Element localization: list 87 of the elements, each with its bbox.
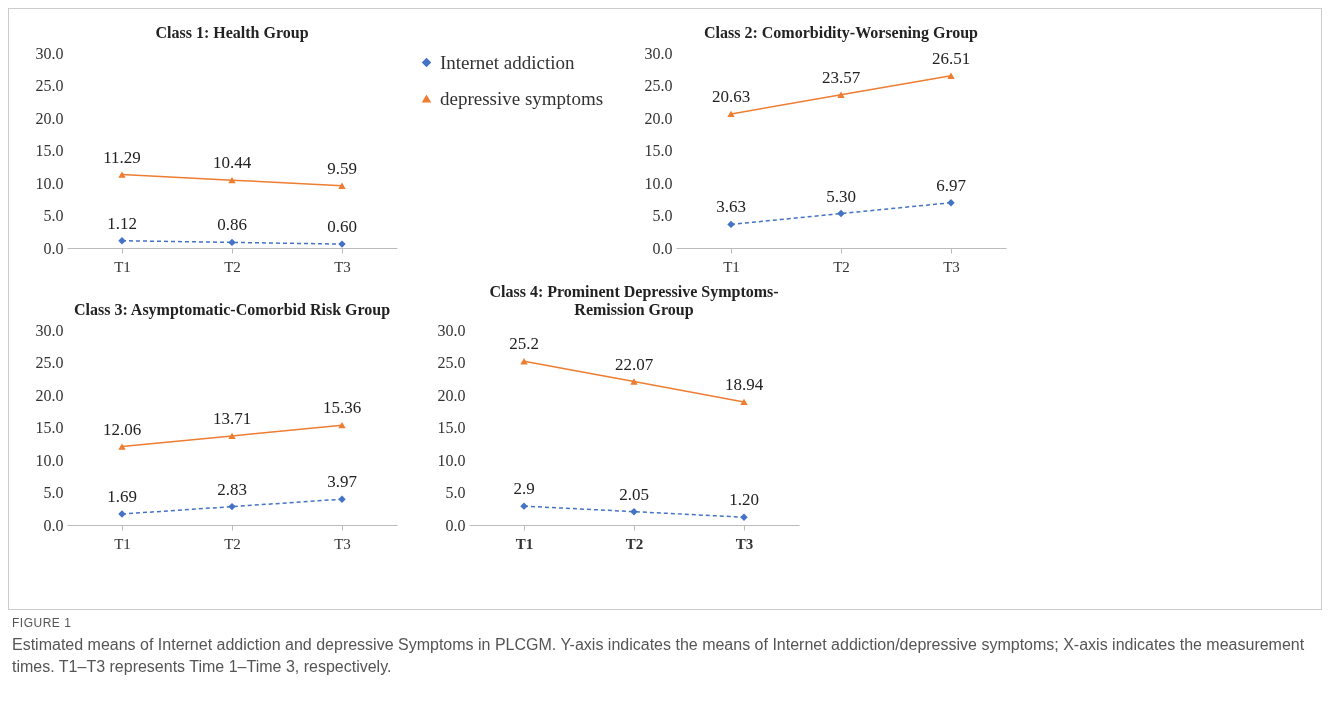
- x-tick-label: T1: [723, 258, 740, 275]
- y-tick-label: 15.0: [644, 142, 673, 159]
- y-tick-label: 30.0: [35, 44, 64, 62]
- x-tick-label: T3: [735, 535, 754, 552]
- data-label: 2.83: [217, 479, 247, 499]
- x-tick-label: T2: [224, 258, 241, 275]
- y-tick-label: 5.0: [652, 207, 673, 224]
- point: [630, 378, 638, 385]
- data-label: 0.60: [327, 217, 357, 237]
- chart-title: Class 1: Health Group: [155, 24, 309, 42]
- x-tick-label: T2: [224, 535, 241, 552]
- data-label: 2.05: [619, 484, 649, 504]
- y-tick-label: 10.0: [35, 451, 64, 469]
- y-tick-label: 5.0: [43, 484, 64, 501]
- data-label: 11.29: [103, 147, 141, 167]
- point: [837, 209, 845, 218]
- data-label: 1.20: [729, 490, 759, 510]
- y-tick-label: 20.0: [644, 109, 673, 127]
- point: [740, 398, 748, 406]
- x-tick-label: T1: [114, 258, 131, 275]
- x-tick-label: T3: [334, 258, 351, 275]
- y-tick-label: 10.0: [437, 451, 466, 469]
- point: [727, 110, 735, 118]
- chart-title: Class 4: Prominent Depressive Symptoms-Remission Group: [489, 283, 779, 319]
- chart-title: Class 2: Comorbidity-Worsening Group: [704, 24, 979, 42]
- point: [947, 72, 955, 79]
- caption: FIGURE 1: [12, 616, 73, 630]
- y-tick-label: 10.0: [644, 174, 673, 192]
- point: [630, 507, 638, 516]
- legend-label: depressive symptoms: [440, 87, 604, 109]
- point: [947, 198, 955, 207]
- point: [837, 91, 845, 99]
- data-label: 12.06: [102, 419, 142, 439]
- y-tick-label: 5.0: [445, 484, 466, 501]
- data-label: 22.07: [614, 354, 654, 374]
- data-label: 6.97: [936, 175, 967, 195]
- x-tick-label: T2: [833, 258, 850, 275]
- data-label: 26.51: [931, 48, 971, 68]
- data-label: 2.9: [513, 479, 535, 499]
- y-tick-label: 15.0: [437, 419, 466, 436]
- legend-label: Internet addiction: [440, 51, 576, 73]
- point: [118, 171, 126, 178]
- data-label: 23.57: [821, 67, 861, 87]
- data-label: 13.71: [212, 408, 252, 428]
- data-label: 10.44: [212, 153, 252, 173]
- y-tick-label: 15.0: [35, 419, 64, 436]
- point: [228, 432, 236, 440]
- point: [228, 238, 236, 247]
- x-tick-label: T1: [114, 535, 131, 552]
- y-tick-label: 20.0: [35, 109, 64, 127]
- x-tick-label: T2: [625, 535, 644, 552]
- y-tick-label: 20.0: [437, 386, 466, 404]
- data-label: 3.97: [327, 472, 358, 492]
- point: [118, 443, 126, 450]
- y-tick-label: 30.0: [437, 321, 466, 339]
- point: [727, 220, 735, 229]
- point: [338, 182, 346, 189]
- y-tick-label: 20.0: [35, 386, 64, 404]
- y-tick-label: 0.0: [445, 516, 466, 534]
- x-tick-label: T3: [334, 535, 351, 552]
- data-label: 5.30: [826, 186, 856, 206]
- data-label: 1.12: [107, 213, 137, 233]
- y-tick-label: 30.0: [644, 44, 673, 62]
- y-tick-label: 15.0: [35, 142, 64, 159]
- data-label: 3.63: [716, 197, 746, 217]
- text: Estimated means of Internet addiction and depressive Symptoms in PLCGM. Y-axis indicates the means of Internet addiction/depressive symptoms; X-axis indicates the measurement times. T1–T3 represents Time 1–Time 3, respectively.: [12, 635, 1306, 677]
- y-tick-label: 0.0: [43, 239, 64, 257]
- y-tick-label: 30.0: [35, 321, 64, 339]
- data-label: 25.2: [509, 334, 539, 354]
- data-label: 0.86: [217, 215, 247, 235]
- y-tick-label: 5.0: [43, 207, 64, 224]
- y-tick-label: 25.0: [437, 354, 466, 371]
- point: [228, 502, 236, 511]
- y-tick-label: 25.0: [35, 354, 64, 371]
- x-tick-label: T3: [943, 258, 960, 275]
- data-label: 1.69: [107, 487, 137, 507]
- data-label: 9.59: [327, 158, 357, 178]
- y-tick-label: 25.0: [35, 77, 64, 94]
- x-tick-label: T1: [515, 535, 534, 552]
- y-tick-label: 10.0: [35, 174, 64, 192]
- y-tick-label: 0.0: [652, 239, 673, 257]
- data-label: 15.36: [322, 398, 362, 418]
- y-tick-label: 0.0: [43, 516, 64, 534]
- chart-title: Class 3: Asymptomatic-Comorbid Risk Group: [73, 301, 391, 319]
- y-tick-label: 25.0: [644, 77, 673, 94]
- data-label: 20.63: [711, 86, 751, 106]
- data-label: 18.94: [724, 374, 764, 394]
